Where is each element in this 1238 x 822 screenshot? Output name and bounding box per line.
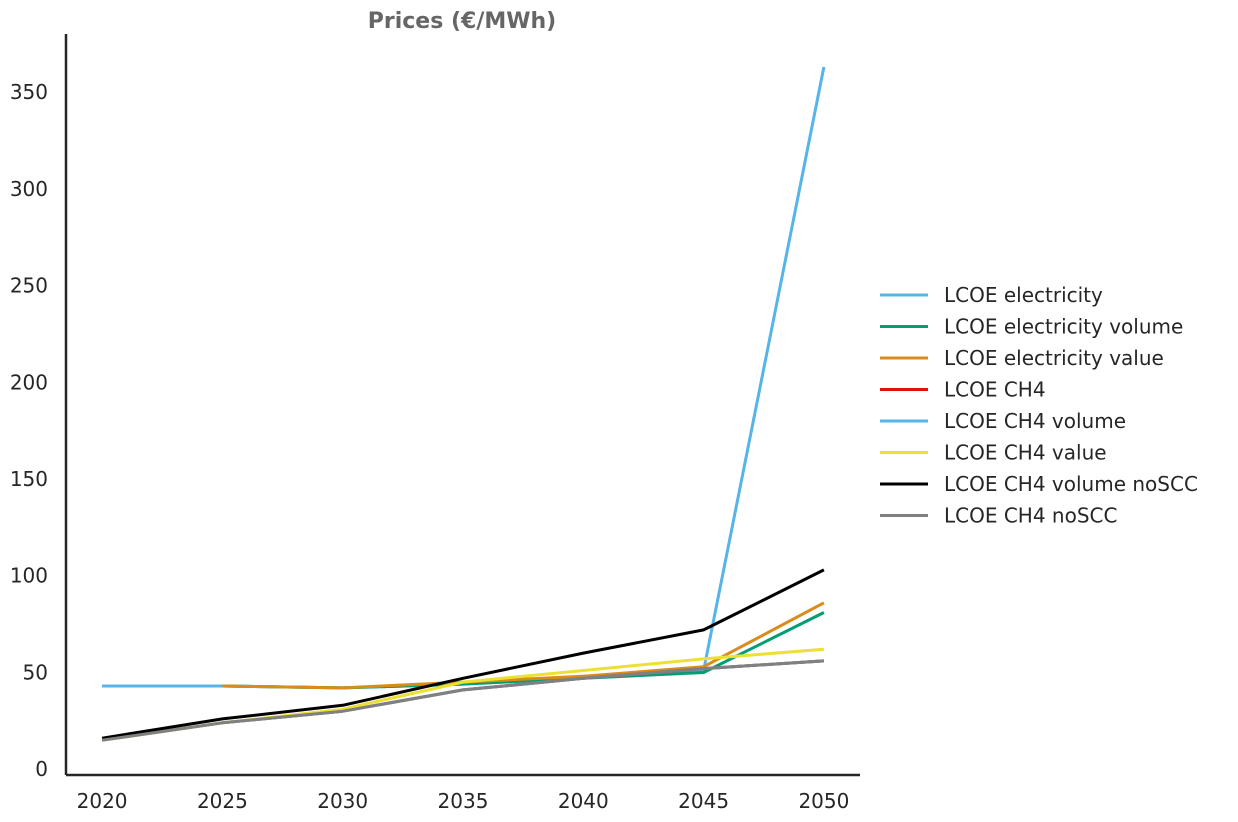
- y-tick-label: 350: [10, 80, 48, 104]
- legend-label: LCOE electricity value: [944, 346, 1164, 370]
- series-line-7: [101, 659, 824, 742]
- legend-label: LCOE CH4 volume noSCC: [944, 472, 1198, 496]
- y-tick-label: 300: [10, 177, 48, 201]
- legend-label: LCOE electricity: [944, 283, 1103, 307]
- x-tick-label: 2035: [438, 789, 489, 813]
- legend-label: LCOE CH4: [944, 378, 1046, 402]
- series-line-4: [101, 659, 824, 742]
- series-line-0: [102, 66, 826, 690]
- y-tick-label: 200: [10, 370, 48, 394]
- x-tick-label: 2030: [317, 789, 368, 813]
- y-tick-labels: 0 50 100 150 200 250 300 350: [10, 80, 48, 781]
- legend-label: LCOE CH4 volume: [944, 409, 1126, 433]
- chart-title: Prices (€/MWh): [368, 9, 557, 34]
- x-tick-labels: 2020 2025 2030 2035 2040 2045 2050: [77, 789, 850, 813]
- y-tick-label: 150: [10, 467, 48, 491]
- series-layer: [101, 66, 826, 742]
- x-tick-label: 2050: [798, 789, 849, 813]
- legend: LCOE electricity LCOE electricity volume L…: [880, 283, 1198, 528]
- legend-label: LCOE CH4 noSCC: [944, 504, 1117, 528]
- y-tick-label: 50: [23, 660, 48, 684]
- y-tick-label: 250: [10, 274, 48, 298]
- series-line-3: [101, 659, 824, 742]
- legend-label: LCOE CH4 value: [944, 441, 1107, 465]
- x-tick-label: 2020: [77, 789, 128, 813]
- x-tick-label: 2045: [678, 789, 729, 813]
- x-tick-label: 2025: [197, 789, 248, 813]
- x-tick-label: 2040: [558, 789, 609, 813]
- series-line-6: [101, 568, 825, 740]
- series-line-5: [101, 647, 825, 742]
- y-tick-label: 0: [35, 757, 48, 781]
- legend-label: LCOE electricity volume: [944, 315, 1183, 339]
- y-tick-label: 100: [10, 564, 48, 588]
